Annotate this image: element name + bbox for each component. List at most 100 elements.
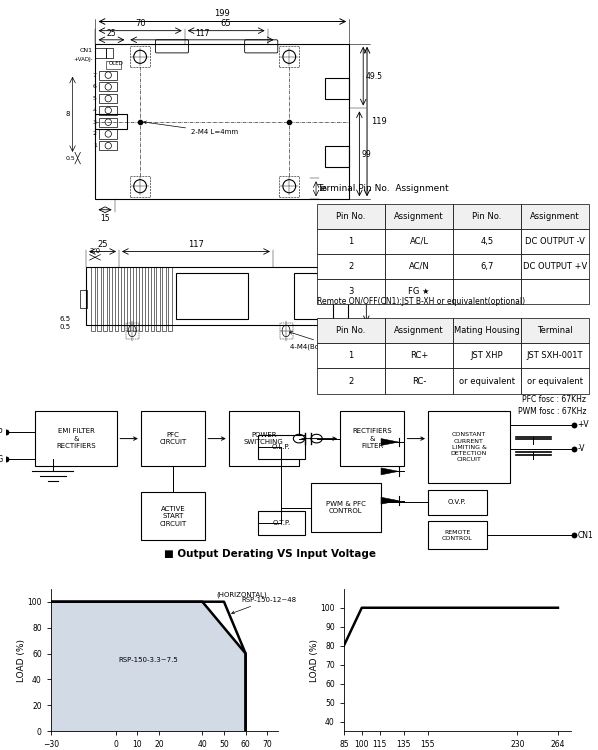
Bar [99, 82, 117, 92]
Text: CN1: CN1 [577, 531, 593, 540]
Bar [130, 46, 150, 68]
Bar [86, 267, 348, 326]
Text: 25: 25 [97, 239, 108, 248]
Text: 25: 25 [106, 28, 116, 38]
Text: 99: 99 [362, 150, 372, 159]
Text: Terminal Pin No.  Assignment: Terminal Pin No. Assignment [317, 184, 448, 193]
Bar [139, 267, 142, 331]
Text: 7: 7 [93, 73, 97, 77]
Bar [99, 94, 117, 104]
Bar [126, 323, 139, 339]
Text: RSP-150-12~48: RSP-150-12~48 [231, 597, 297, 613]
Bar [157, 267, 160, 331]
Text: EMI FILTER
&
RECTIFIERS: EMI FILTER & RECTIFIERS [56, 428, 96, 449]
Text: RECTIFIERS
&
FILTER: RECTIFIERS & FILTER [352, 428, 392, 449]
Text: (HORIZONTAL): (HORIZONTAL) [216, 591, 267, 598]
Bar [258, 435, 305, 459]
Bar [279, 46, 300, 68]
Bar [151, 267, 154, 331]
Bar [99, 106, 117, 115]
Text: 4: 4 [93, 108, 97, 113]
Bar [99, 70, 117, 80]
Bar [141, 492, 205, 540]
Text: PFC fosc : 67KHz
PWM fosc : 67KHz: PFC fosc : 67KHz PWM fosc : 67KHz [518, 395, 586, 416]
Text: ■ Output Derating VS Input Voltage: ■ Output Derating VS Input Voltage [164, 549, 376, 560]
Text: O.T.P.: O.T.P. [272, 520, 291, 526]
Text: 2.0: 2.0 [89, 248, 100, 254]
Text: POWER
SWITCHING: POWER SWITCHING [244, 432, 283, 445]
Text: 3: 3 [93, 120, 97, 124]
Bar [96, 44, 349, 200]
Bar [127, 267, 130, 331]
Bar [145, 267, 148, 331]
Text: +VADJ-: +VADJ- [74, 57, 93, 62]
Bar [279, 323, 292, 339]
Text: 2-M4 L=4mm: 2-M4 L=4mm [144, 121, 238, 135]
Bar [163, 267, 166, 331]
Text: 6: 6 [93, 84, 97, 89]
Bar [141, 411, 205, 466]
Bar [428, 490, 487, 514]
Text: REMOTE
CONTROL: REMOTE CONTROL [442, 530, 472, 541]
Text: RSP-150-3.3~7.5: RSP-150-3.3~7.5 [118, 657, 178, 663]
Bar [103, 267, 106, 331]
Text: 2: 2 [93, 131, 97, 136]
Bar [169, 267, 172, 331]
Text: 117: 117 [188, 239, 204, 248]
Text: OLED: OLED [108, 61, 123, 66]
Y-axis label: LOAD (%): LOAD (%) [310, 638, 319, 682]
Text: PWM & PFC
CONTROL: PWM & PFC CONTROL [326, 501, 366, 515]
Bar [176, 273, 248, 320]
Bar [311, 484, 381, 532]
Bar [133, 267, 136, 331]
Text: FG: FG [0, 454, 3, 464]
Bar [91, 267, 94, 331]
Bar [109, 267, 112, 331]
Text: 6.5: 6.5 [59, 316, 71, 322]
Text: 49.5: 49.5 [366, 72, 383, 81]
Bar [340, 411, 404, 466]
Bar [99, 118, 117, 127]
Text: 4-M4(Both Sides) L=4mm: 4-M4(Both Sides) L=4mm [289, 332, 380, 350]
Bar [228, 411, 299, 466]
Bar [97, 267, 100, 331]
Bar [99, 129, 117, 139]
Bar [96, 114, 127, 129]
Bar [294, 273, 334, 320]
Text: 65: 65 [221, 19, 231, 28]
Text: 12.5: 12.5 [362, 275, 379, 284]
Text: +V: +V [577, 420, 589, 429]
Text: 15: 15 [100, 214, 110, 223]
Bar [106, 61, 121, 68]
Text: 199: 199 [215, 8, 230, 17]
Text: ACTIVE
START
CIRCUIT: ACTIVE START CIRCUIT [160, 506, 187, 526]
Text: 1: 1 [93, 143, 97, 148]
Bar [115, 267, 118, 331]
Text: 16: 16 [319, 186, 328, 192]
Text: 70: 70 [135, 19, 145, 28]
Text: 119: 119 [371, 117, 386, 126]
Text: Remote ON/OFF(CN1):JST B-XH or equivalent(optional): Remote ON/OFF(CN1):JST B-XH or equivalen… [317, 297, 525, 306]
Text: 117: 117 [195, 28, 209, 38]
Bar [325, 78, 349, 99]
Bar [121, 267, 124, 331]
Text: 30: 30 [369, 292, 380, 301]
Text: 5: 5 [93, 96, 97, 101]
Bar [130, 176, 150, 196]
Bar [279, 176, 300, 196]
Text: 0.5: 0.5 [59, 324, 71, 330]
Bar [35, 411, 117, 466]
Text: O.L.P.: O.L.P. [272, 444, 291, 450]
Text: 0.5: 0.5 [65, 155, 75, 160]
Polygon shape [381, 439, 399, 446]
Bar [80, 290, 87, 308]
Bar [428, 521, 487, 549]
Bar [325, 146, 349, 166]
Text: CONSTANT
CURRENT
LIMITING &
DETECTION
CIRCUIT: CONSTANT CURRENT LIMITING & DETECTION CI… [451, 432, 487, 462]
Text: PFC
CIRCUIT: PFC CIRCUIT [160, 432, 187, 445]
Bar [99, 141, 117, 150]
Bar [428, 411, 510, 484]
Polygon shape [381, 497, 399, 504]
Polygon shape [381, 468, 399, 475]
Text: O.V.P.: O.V.P. [448, 500, 466, 506]
